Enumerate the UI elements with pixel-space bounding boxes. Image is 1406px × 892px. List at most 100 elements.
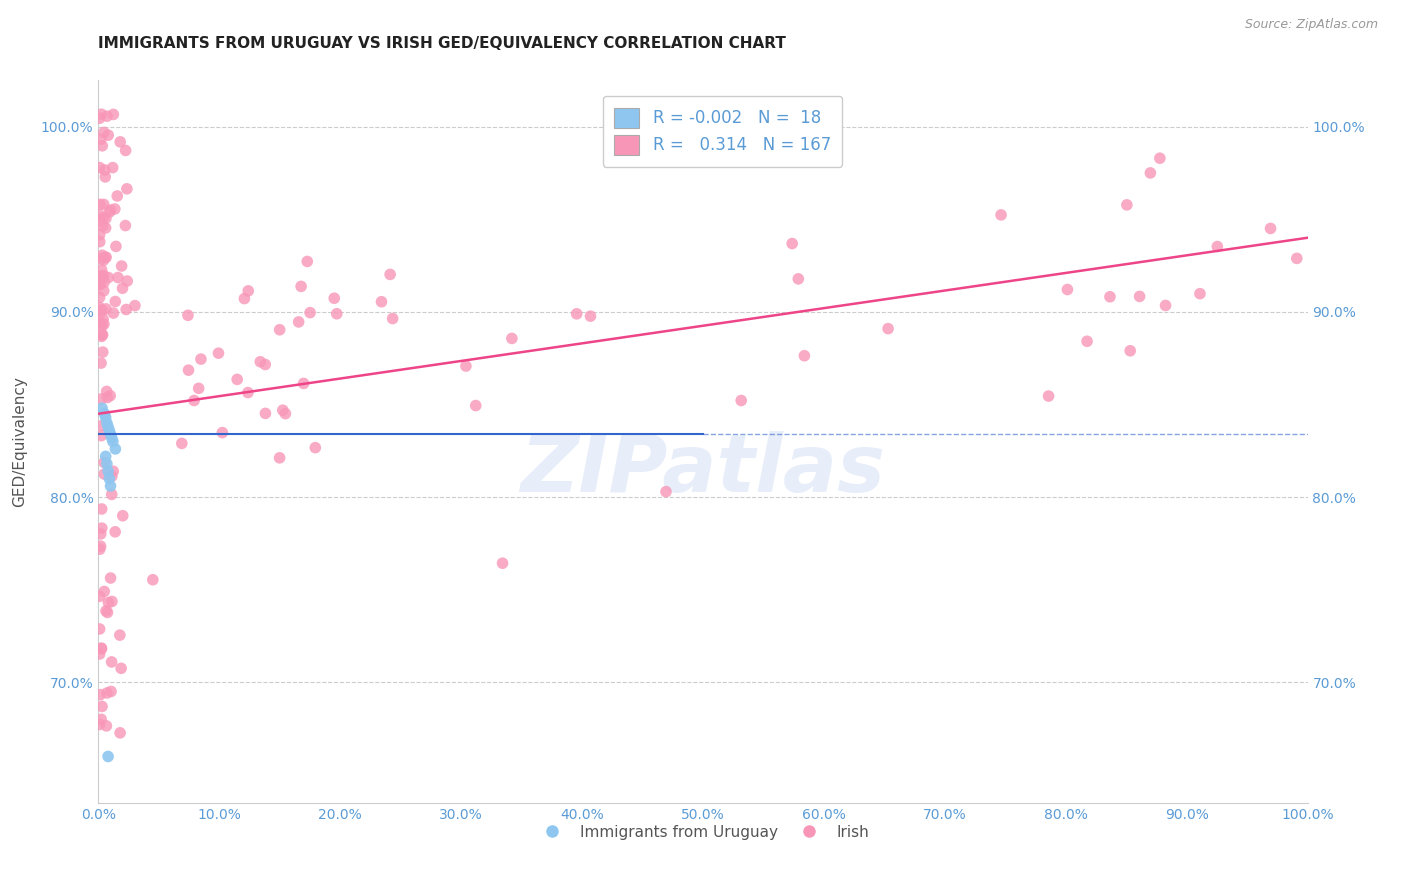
Point bbox=[90, 712, 112, 726]
Point bbox=[96, 606, 118, 620]
Point bbox=[111, 259, 134, 273]
Point bbox=[1285, 252, 1308, 266]
Point bbox=[103, 464, 125, 478]
Point bbox=[104, 524, 127, 539]
Point bbox=[491, 556, 513, 570]
Point bbox=[90, 107, 112, 121]
Point bbox=[97, 464, 120, 478]
Y-axis label: GED/Equivalency: GED/Equivalency bbox=[13, 376, 27, 507]
Point bbox=[579, 309, 602, 323]
Point bbox=[93, 125, 115, 139]
Point bbox=[100, 202, 122, 217]
Point bbox=[1098, 290, 1121, 304]
Point bbox=[93, 197, 115, 211]
Point bbox=[90, 132, 112, 146]
Point bbox=[94, 169, 117, 184]
Point bbox=[114, 144, 136, 158]
Point bbox=[90, 641, 112, 656]
Point bbox=[297, 254, 319, 268]
Point bbox=[124, 299, 146, 313]
Point bbox=[233, 292, 256, 306]
Point bbox=[93, 317, 115, 331]
Point bbox=[111, 281, 134, 295]
Point bbox=[96, 686, 118, 700]
Point bbox=[89, 622, 111, 636]
Point bbox=[97, 128, 120, 143]
Point bbox=[107, 270, 129, 285]
Point bbox=[238, 284, 260, 298]
Point bbox=[1206, 239, 1229, 253]
Point bbox=[91, 327, 114, 342]
Point bbox=[115, 274, 138, 288]
Point bbox=[787, 272, 810, 286]
Point bbox=[101, 434, 124, 449]
Point bbox=[90, 539, 112, 553]
Point bbox=[89, 227, 111, 242]
Point bbox=[90, 263, 112, 277]
Point bbox=[780, 236, 803, 251]
Point bbox=[89, 542, 111, 557]
Point bbox=[111, 508, 134, 523]
Point bbox=[90, 356, 112, 370]
Point bbox=[90, 641, 112, 656]
Point bbox=[89, 197, 111, 211]
Point bbox=[89, 269, 111, 284]
Point bbox=[236, 385, 259, 400]
Text: IMMIGRANTS FROM URUGUAY VS IRISH GED/EQUIVALENCY CORRELATION CHART: IMMIGRANTS FROM URUGUAY VS IRISH GED/EQU… bbox=[98, 36, 786, 51]
Point bbox=[183, 393, 205, 408]
Point bbox=[115, 182, 138, 196]
Point bbox=[93, 407, 115, 421]
Point bbox=[1076, 334, 1098, 349]
Point bbox=[142, 573, 165, 587]
Point bbox=[94, 163, 117, 178]
Point bbox=[91, 327, 114, 342]
Point bbox=[177, 363, 200, 377]
Point bbox=[110, 661, 132, 675]
Point bbox=[211, 425, 233, 440]
Point bbox=[1188, 286, 1211, 301]
Point bbox=[104, 442, 127, 456]
Point bbox=[1154, 298, 1177, 312]
Point bbox=[89, 647, 111, 661]
Point bbox=[299, 305, 322, 319]
Point bbox=[89, 590, 111, 604]
Point bbox=[91, 138, 114, 153]
Point bbox=[89, 290, 111, 304]
Point bbox=[91, 345, 114, 359]
Point bbox=[207, 346, 229, 360]
Point bbox=[97, 419, 120, 434]
Point bbox=[90, 329, 112, 343]
Point bbox=[269, 323, 291, 337]
Point bbox=[89, 301, 111, 315]
Point bbox=[90, 268, 112, 283]
Point bbox=[93, 284, 115, 298]
Point bbox=[96, 823, 118, 838]
Point bbox=[96, 384, 118, 399]
Point bbox=[103, 107, 125, 121]
Point bbox=[91, 312, 114, 326]
Point bbox=[1260, 221, 1282, 235]
Point bbox=[101, 469, 124, 483]
Point bbox=[290, 279, 312, 293]
Point bbox=[254, 406, 277, 420]
Point bbox=[326, 307, 349, 321]
Point bbox=[94, 604, 117, 618]
Point bbox=[91, 401, 114, 416]
Point bbox=[1149, 151, 1171, 165]
Point bbox=[94, 251, 117, 265]
Point bbox=[94, 301, 117, 316]
Point bbox=[269, 450, 291, 465]
Point bbox=[90, 428, 112, 442]
Point bbox=[177, 308, 200, 322]
Point bbox=[249, 355, 271, 369]
Point bbox=[115, 302, 138, 317]
Point bbox=[93, 584, 115, 599]
Point bbox=[104, 202, 127, 216]
Point bbox=[93, 455, 115, 469]
Point bbox=[89, 303, 111, 318]
Point bbox=[100, 684, 122, 698]
Point bbox=[190, 352, 212, 367]
Point bbox=[104, 239, 127, 253]
Legend: Immigrants from Uruguay, Irish: Immigrants from Uruguay, Irish bbox=[531, 819, 875, 846]
Point bbox=[91, 248, 114, 262]
